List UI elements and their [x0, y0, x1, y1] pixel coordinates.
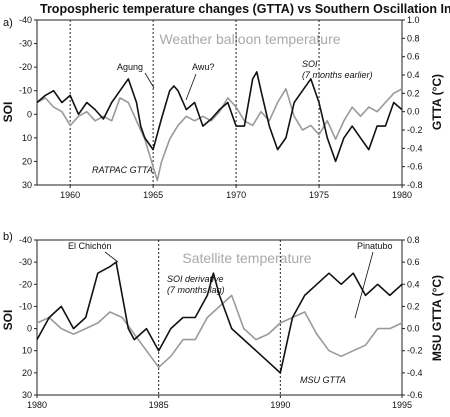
panel-a-left-tick-label: -30	[19, 39, 32, 49]
panel-a-soi-line	[36, 71, 403, 163]
annotation-agung: Agung	[117, 62, 143, 72]
annotation-ratpac: RATPAC GTTA	[92, 165, 153, 175]
panel-a-left-tick-label: 0	[27, 109, 32, 119]
panel-b-right-tick-label: 0.4	[407, 279, 420, 289]
panel-b: b) SOI MSU GTTA (°C) Satellite temperatu…	[1, 231, 444, 410]
panel-b-left-tick-label: 30	[22, 390, 32, 400]
panel-b-letter: b)	[3, 231, 13, 243]
panel-b-left-tick-label: -10	[19, 301, 32, 311]
panel-a-x-tick-label: 1980	[392, 190, 412, 200]
panel-b-left-tick-label: 0	[27, 324, 32, 334]
panel-b-left-axis-label: SOI	[1, 310, 15, 331]
panel-a-x-tick-label: 1975	[309, 190, 329, 200]
panel-a-x-tick-label: 1965	[143, 190, 163, 200]
panel-b-left-tick-label: 20	[22, 368, 32, 378]
panel-b-right-axis-label: MSU GTTA (°C)	[430, 275, 444, 361]
panel-a-right-tick-label: -0.8	[407, 180, 423, 190]
annotation-soi-a-line1: SOI	[302, 59, 318, 69]
panel-a-right-tick-label: 0.4	[407, 70, 420, 80]
panel-a-right-tick-label: 0.8	[407, 33, 420, 43]
panel-b-x-tick-label: 1985	[149, 400, 169, 410]
panel-a-x-tick-label: 1970	[226, 190, 246, 200]
panel-b-right-tick-label: -0.6	[407, 390, 423, 400]
panel-a-right-tick-label: 0.6	[407, 52, 420, 62]
leader-agung	[144, 72, 155, 89]
annotation-awu: Awu?	[192, 62, 214, 72]
panel-b-left-tick-label: -30	[19, 257, 32, 267]
panel-a-left-tick-label: -20	[19, 62, 32, 72]
leader-pinatubo	[354, 251, 374, 319]
panel-a-overlay-label: Weather balloon temperature	[159, 31, 340, 47]
panel-a-left-tick-label: -40	[19, 15, 32, 25]
annotation-soi-b-line1: SOI derivative	[167, 274, 224, 284]
panel-a-right-tick-label: -0.6	[407, 162, 423, 172]
panel-b-right-tick-label: 0.2	[407, 301, 420, 311]
panel-b-soi-line	[36, 261, 403, 374]
panel-a-right-axis-label: GTTA (°C)	[430, 74, 444, 130]
panel-b-right-tick-label: -0.2	[407, 346, 423, 356]
annotation-soi-a-line2: (7 months earlier)	[302, 70, 373, 80]
annotation-pinatubo: Pinatubo	[357, 241, 393, 251]
panel-a-right-tick-label: 1.0	[407, 15, 420, 25]
panel-b-overlay-label: Satellite temperature	[182, 250, 311, 266]
panel-a-temperature-line	[36, 88, 403, 182]
panel-a-left-axis-label: SOI	[1, 102, 15, 123]
panel-b-right-tick-label: 0.0	[407, 324, 420, 334]
panel-b-x-tick-label: 1995	[392, 400, 412, 410]
panel-b-right-tick-label: 0.8	[407, 235, 420, 245]
panel-b-temperature-line	[36, 294, 403, 369]
panel-b-x-tick-label: 1990	[270, 400, 290, 410]
panel-a-right-tick-label: 0.0	[407, 107, 420, 117]
panel-a-right-tick-label: -0.2	[407, 125, 423, 135]
panel-a-left-tick-label: 10	[22, 133, 32, 143]
annotation-el-chichon: El Chichón	[68, 241, 112, 251]
panel-b-plot-frame	[36, 239, 403, 396]
panel-b-left-tick-label: 10	[22, 346, 32, 356]
panel-a-left-tick-label: 20	[22, 156, 32, 166]
figure-title: Tropospheric temperature changes (GTTA) …	[40, 2, 450, 16]
annotation-soi-b-line2: (7 months lag)	[167, 285, 225, 295]
panel-b-left-tick-label: -20	[19, 279, 32, 289]
panel-b-x-tick-label: 1980	[27, 400, 47, 410]
panel-a-right-tick-label: -0.4	[407, 143, 423, 153]
panel-a-x-tick-label: 1960	[60, 190, 80, 200]
panel-a-letter: a)	[3, 17, 13, 29]
panel-a-left-tick-label: -10	[19, 86, 32, 96]
panel-a-right-tick-label: 0.2	[407, 88, 420, 98]
annotation-msu: MSU GTTA	[300, 375, 346, 385]
panel-b-right-tick-label: -0.4	[407, 368, 423, 378]
panel-b-left-tick-label: -40	[19, 235, 32, 245]
leader-awu	[185, 73, 197, 101]
leader-el-chichon	[104, 251, 119, 263]
panel-a: a) SOI GTTA (°C) Weather balloon tempera…	[1, 15, 444, 200]
panel-b-right-tick-label: 0.6	[407, 257, 420, 267]
panel-a-left-tick-label: 30	[22, 180, 32, 190]
